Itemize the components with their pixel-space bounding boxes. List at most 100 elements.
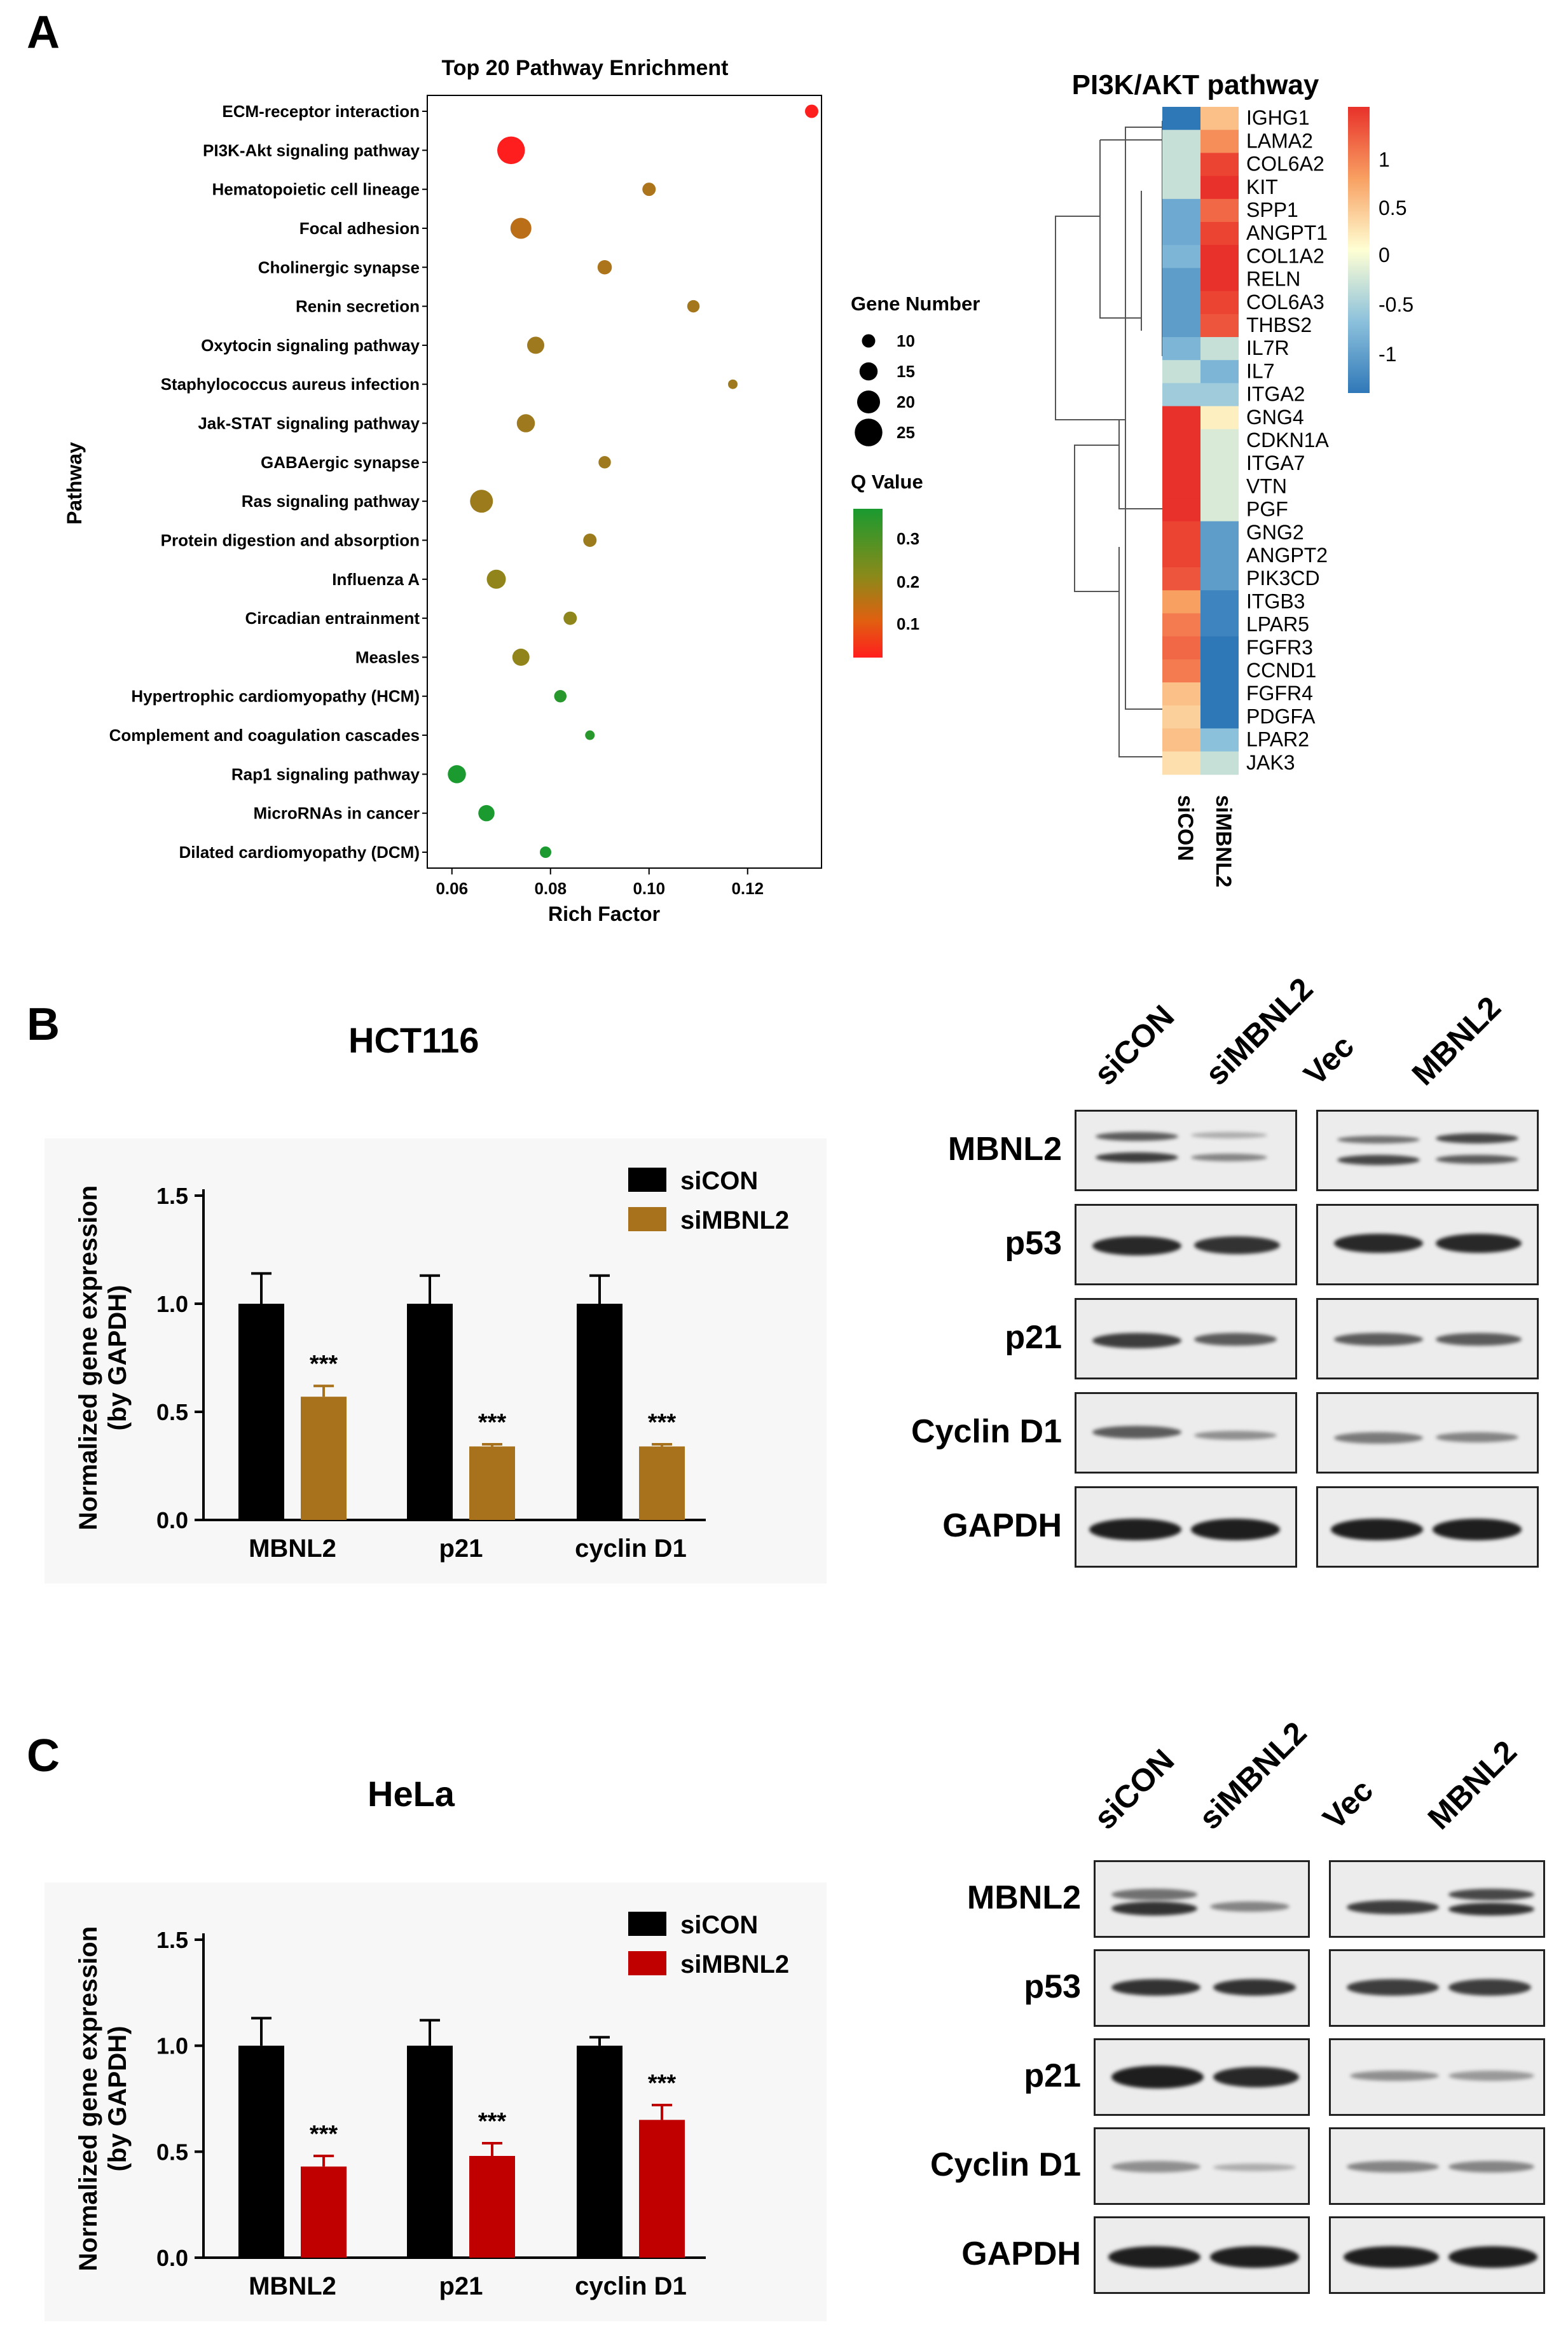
y-axis-label-1: Normalized gene expression — [74, 1185, 102, 1530]
blot-band — [1194, 1236, 1280, 1254]
gene-label: LAMA2 — [1246, 129, 1313, 152]
heatmap-scale-2: 0 — [1379, 244, 1390, 266]
blot-band — [1448, 2246, 1537, 2268]
blot-band — [1111, 1979, 1200, 1996]
heatmap-cell — [1200, 429, 1239, 453]
color-legend-title: Q Value — [851, 471, 923, 493]
heatmap-cell — [1200, 176, 1239, 200]
blot-band — [1331, 1519, 1423, 1540]
pathway-bubble — [728, 379, 738, 389]
heatmap-cells — [1162, 107, 1239, 775]
blot-band — [1337, 1136, 1420, 1143]
pathway-label: Ras signaling pathway — [242, 492, 420, 511]
q-legend-1: 0.2 — [897, 572, 919, 591]
heatmap-cell — [1200, 314, 1239, 338]
gene-label: ITGA2 — [1246, 383, 1305, 406]
pathway-label: Oxytocin signaling pathway — [201, 336, 420, 355]
heatmap-cell — [1162, 682, 1200, 706]
heatmap-cell — [1200, 130, 1239, 153]
gene-label: VTN — [1246, 474, 1287, 497]
significance-label: *** — [478, 1409, 507, 1436]
pathway-bubble — [585, 730, 595, 740]
blot-band — [1210, 1902, 1289, 1912]
x-tick-label: 0.12 — [731, 879, 764, 898]
pathway-label: Renin secretion — [296, 297, 420, 316]
significance-label: *** — [648, 2070, 677, 2097]
blot-label: p53 — [1024, 1968, 1081, 2005]
heatmap-cell — [1162, 383, 1200, 407]
bubble-ylabel: Pathway — [63, 442, 86, 525]
gene-label: JAK3 — [1246, 751, 1295, 774]
bar — [407, 2045, 453, 2258]
size-legend-label: 15 — [897, 362, 915, 381]
blot-box — [1329, 2216, 1545, 2294]
pathway-label: Staphylococcus aureus infection — [161, 375, 420, 394]
blot-band — [1334, 1333, 1423, 1346]
pathway-bubble — [448, 765, 466, 784]
heatmap-cell — [1162, 130, 1200, 153]
y-tick-label: 0.5 — [156, 2139, 188, 2165]
blot-box — [1075, 1486, 1297, 1568]
heatmap-cell — [1162, 751, 1200, 775]
gene-label: COL6A3 — [1246, 291, 1324, 314]
blot-band — [1448, 2071, 1534, 2081]
blot-band — [1436, 1333, 1522, 1346]
pathway-bubble — [478, 804, 495, 822]
heatmap-cell — [1162, 590, 1200, 614]
blot-band — [1436, 1155, 1518, 1164]
bar — [407, 1304, 453, 1520]
blot-band — [1111, 1889, 1197, 1900]
y-tick-label: 1.0 — [156, 2033, 188, 2059]
gene-label: RELN — [1246, 268, 1300, 291]
blot-band — [1334, 1234, 1423, 1253]
pathway-label: Protein digestion and absorption — [161, 530, 420, 549]
gene-label: PGF — [1246, 498, 1288, 521]
blot-band — [1350, 2071, 1439, 2081]
blot-band — [1436, 1432, 1518, 1442]
lane-label: siMBNL2 — [1192, 1715, 1314, 1837]
legend-swatch — [628, 1168, 666, 1192]
blot-band — [1108, 2246, 1200, 2268]
heatmap-col-sicon: siCON — [1173, 795, 1197, 861]
heatmap-cell — [1200, 291, 1239, 315]
legend-label: siCON — [680, 1911, 758, 1939]
gene-label: LPAR5 — [1246, 613, 1309, 636]
heatmap-dendrogram — [1055, 121, 1164, 757]
blot-box — [1316, 1298, 1539, 1379]
heatmap-cell — [1200, 636, 1239, 660]
blot-band — [1092, 1333, 1181, 1348]
legend-label: siMBNL2 — [680, 1951, 789, 1978]
category-label: p21 — [439, 1535, 483, 1563]
blot-band — [1436, 1133, 1518, 1143]
pathway-bubble — [597, 260, 612, 275]
gene-label: PDGFA — [1246, 705, 1316, 728]
gene-label: IL7R — [1246, 336, 1289, 359]
gene-label: GNG2 — [1246, 521, 1304, 544]
blot-box — [1094, 2216, 1310, 2294]
blot-band — [1191, 1132, 1267, 1138]
blot-label: MBNL2 — [966, 1879, 1081, 1916]
blot-box — [1075, 1392, 1297, 1474]
pathway-label: Circadian entrainment — [245, 609, 420, 628]
gene-label: THBS2 — [1246, 314, 1312, 336]
y-tick-label: 0.5 — [156, 1399, 188, 1425]
x-tick-label: 0.08 — [534, 879, 567, 898]
heatmap-cell — [1200, 751, 1239, 775]
y-tick-label: 1.0 — [156, 1291, 188, 1317]
y-axis-label-2: (by GAPDH) — [104, 2026, 132, 2172]
category-label: MBNL2 — [249, 1535, 336, 1563]
blot-box — [1329, 2038, 1545, 2116]
heatmap-cell — [1200, 360, 1239, 383]
gene-label: ANGPT1 — [1246, 221, 1328, 244]
pathway-label: Measles — [355, 647, 420, 666]
blot-band — [1111, 1902, 1197, 1916]
heatmap-col-simbnl2: siMBNL2 — [1211, 795, 1235, 887]
legend-label: siMBNL2 — [680, 1206, 789, 1234]
heatmap-cell — [1162, 291, 1200, 315]
size-legend-dot — [855, 418, 883, 446]
heatmap-scale-3: -0.5 — [1379, 293, 1413, 316]
bubble-plot-frame — [427, 95, 822, 869]
size-legend-dot — [862, 334, 876, 348]
gene-label: LPAR2 — [1246, 728, 1309, 751]
heatmap-cell — [1200, 590, 1239, 614]
